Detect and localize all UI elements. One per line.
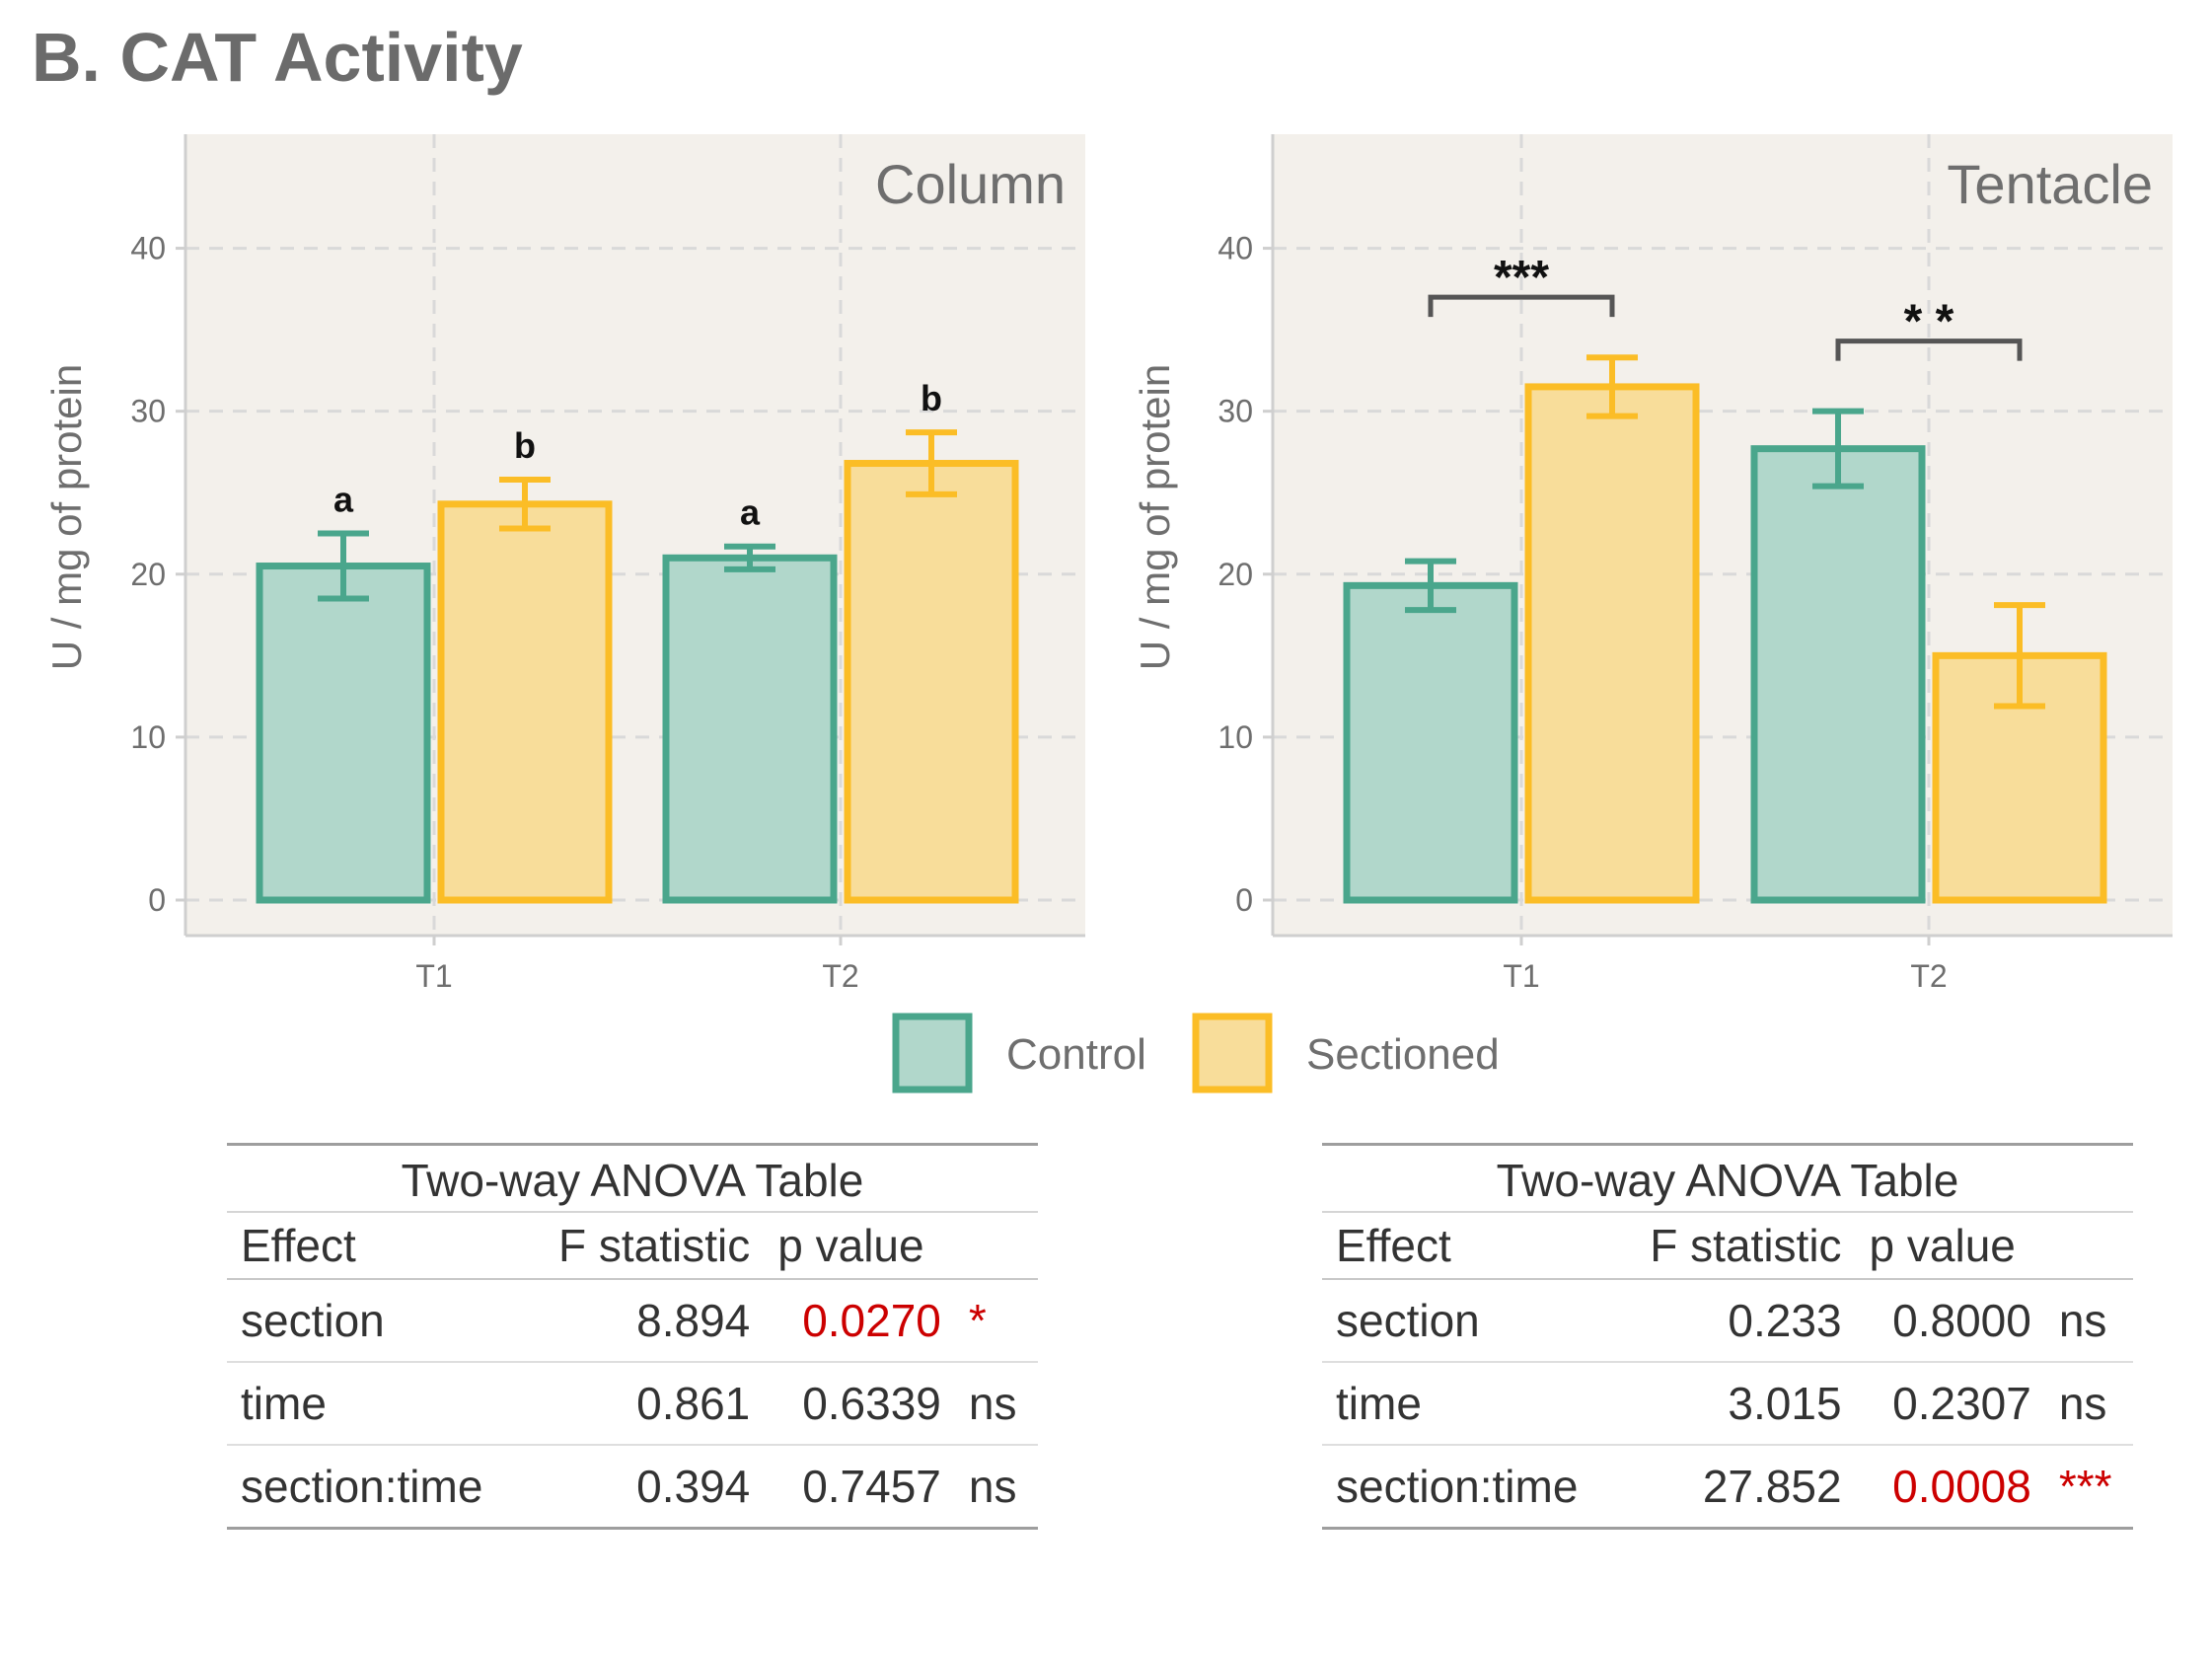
significance-stars: *** bbox=[1494, 252, 1549, 304]
bar-control bbox=[1750, 445, 1926, 904]
legend-key-control bbox=[892, 1013, 973, 1093]
y-tick-label: 40 bbox=[130, 231, 166, 266]
bar-sectioned bbox=[1932, 651, 2107, 904]
y-axis-title: U / mg of protein bbox=[43, 364, 90, 670]
group-letter: b bbox=[514, 425, 536, 466]
chart-panel-column: 0 10 20 30 40 T1 T2 U / mg of protein Column a a b b bbox=[43, 134, 1085, 994]
f-cell: 27.852 bbox=[1616, 1445, 1856, 1530]
f-cell: 0.861 bbox=[523, 1362, 765, 1446]
anova-table-column: Two-way ANOVA Table Effect F statistic p… bbox=[227, 1143, 1038, 1530]
f-cell: 8.894 bbox=[523, 1279, 765, 1363]
y-tick-label: 20 bbox=[1217, 557, 1253, 592]
x-tick-label: T2 bbox=[822, 958, 858, 994]
facet-label: Column bbox=[875, 153, 1066, 215]
f-cell: 0.394 bbox=[523, 1445, 765, 1530]
bar-control bbox=[662, 554, 838, 904]
anova-caption: Two-way ANOVA Table bbox=[227, 1143, 1038, 1211]
anova-table-tentacle: Two-way ANOVA Table Effect F statistic p… bbox=[1322, 1143, 2133, 1530]
legend-key-sectioned bbox=[1192, 1013, 1273, 1093]
chart-panel-tentacle: 0 10 20 30 40 T1 T2 U / mg of protein Tentacle **… bbox=[1132, 134, 2173, 994]
sig-cell: ns bbox=[954, 1362, 1038, 1446]
header-f-statistic: F statistic bbox=[523, 1211, 765, 1280]
group-letter: b bbox=[921, 378, 942, 418]
table-row: section 0.233 0.8000 ns bbox=[1322, 1279, 2133, 1363]
y-tick-label: 10 bbox=[1217, 719, 1253, 755]
x-tick-label: T1 bbox=[415, 958, 452, 994]
p-cell: 0.0008 bbox=[1855, 1445, 2045, 1530]
effect-cell: section:time bbox=[1322, 1445, 1617, 1530]
effect-cell: time bbox=[1322, 1362, 1617, 1446]
header-significance bbox=[2044, 1211, 2133, 1280]
header-p-value: p value bbox=[764, 1211, 955, 1280]
header-effect: Effect bbox=[1322, 1211, 1617, 1280]
f-cell: 0.233 bbox=[1616, 1279, 1856, 1363]
facet-label: Tentacle bbox=[1947, 153, 2153, 215]
header-significance bbox=[954, 1211, 1038, 1280]
header-p-value: p value bbox=[1855, 1211, 2045, 1280]
y-tick-label: 30 bbox=[130, 394, 166, 429]
y-tick-label: 20 bbox=[130, 557, 166, 592]
anova-caption: Two-way ANOVA Table bbox=[1322, 1143, 2133, 1211]
group-letter: a bbox=[740, 492, 761, 533]
significance-bracket bbox=[1835, 339, 2023, 361]
bar-sectioned bbox=[844, 460, 1019, 904]
sig-cell: *** bbox=[2044, 1445, 2133, 1530]
table-row: section:time 0.394 0.7457 ns bbox=[227, 1445, 1038, 1530]
y-tick-label: 40 bbox=[1217, 231, 1253, 266]
bar-control bbox=[1343, 581, 1518, 904]
effect-cell: time bbox=[227, 1362, 524, 1446]
anova-header-row: Effect F statistic p value bbox=[1322, 1211, 2133, 1280]
effect-cell: section bbox=[1322, 1279, 1617, 1363]
sig-cell: * bbox=[954, 1279, 1038, 1363]
significance-bracket bbox=[1428, 294, 1615, 318]
y-tick-label: 0 bbox=[148, 882, 166, 918]
x-tick-label: T2 bbox=[1910, 958, 1947, 994]
bar-control bbox=[256, 563, 431, 904]
p-cell: 0.0270 bbox=[764, 1279, 955, 1363]
table-row: section:time 27.852 0.0008 *** bbox=[1322, 1445, 2133, 1530]
table-row: time 3.015 0.2307 ns bbox=[1322, 1362, 2133, 1446]
p-cell: 0.6339 bbox=[764, 1362, 955, 1446]
effect-cell: section:time bbox=[227, 1445, 524, 1530]
y-tick-label: 10 bbox=[130, 719, 166, 755]
p-cell: 0.2307 bbox=[1855, 1362, 2045, 1446]
x-tick-label: T1 bbox=[1503, 958, 1539, 994]
anova-header-row: Effect F statistic p value bbox=[227, 1211, 1038, 1280]
f-cell: 3.015 bbox=[1616, 1362, 1856, 1446]
bar-sectioned bbox=[437, 500, 613, 904]
table-row: section 8.894 0.0270 * bbox=[227, 1279, 1038, 1363]
figure-title: B. CAT Activity bbox=[32, 19, 523, 96]
significance-stars: * * bbox=[1904, 296, 1954, 348]
sig-cell: ns bbox=[954, 1445, 1038, 1530]
table-row: time 0.861 0.6339 ns bbox=[227, 1362, 1038, 1446]
sig-cell: ns bbox=[2044, 1279, 2133, 1363]
effect-cell: section bbox=[227, 1279, 524, 1363]
sig-cell: ns bbox=[2044, 1362, 2133, 1446]
legend-label: Sectioned bbox=[1306, 1030, 1500, 1079]
legend: Control Sectioned bbox=[892, 1013, 1500, 1093]
y-tick-label: 0 bbox=[1235, 882, 1253, 918]
p-cell: 0.8000 bbox=[1855, 1279, 2045, 1363]
header-f-statistic: F statistic bbox=[1616, 1211, 1856, 1280]
bar-sectioned bbox=[1524, 383, 1700, 904]
p-cell: 0.7457 bbox=[764, 1445, 955, 1530]
y-axis-title: U / mg of protein bbox=[1132, 364, 1178, 670]
y-tick-label: 30 bbox=[1217, 394, 1253, 429]
legend-label: Control bbox=[1006, 1030, 1146, 1079]
header-effect: Effect bbox=[227, 1211, 524, 1280]
group-letter: a bbox=[333, 480, 354, 520]
